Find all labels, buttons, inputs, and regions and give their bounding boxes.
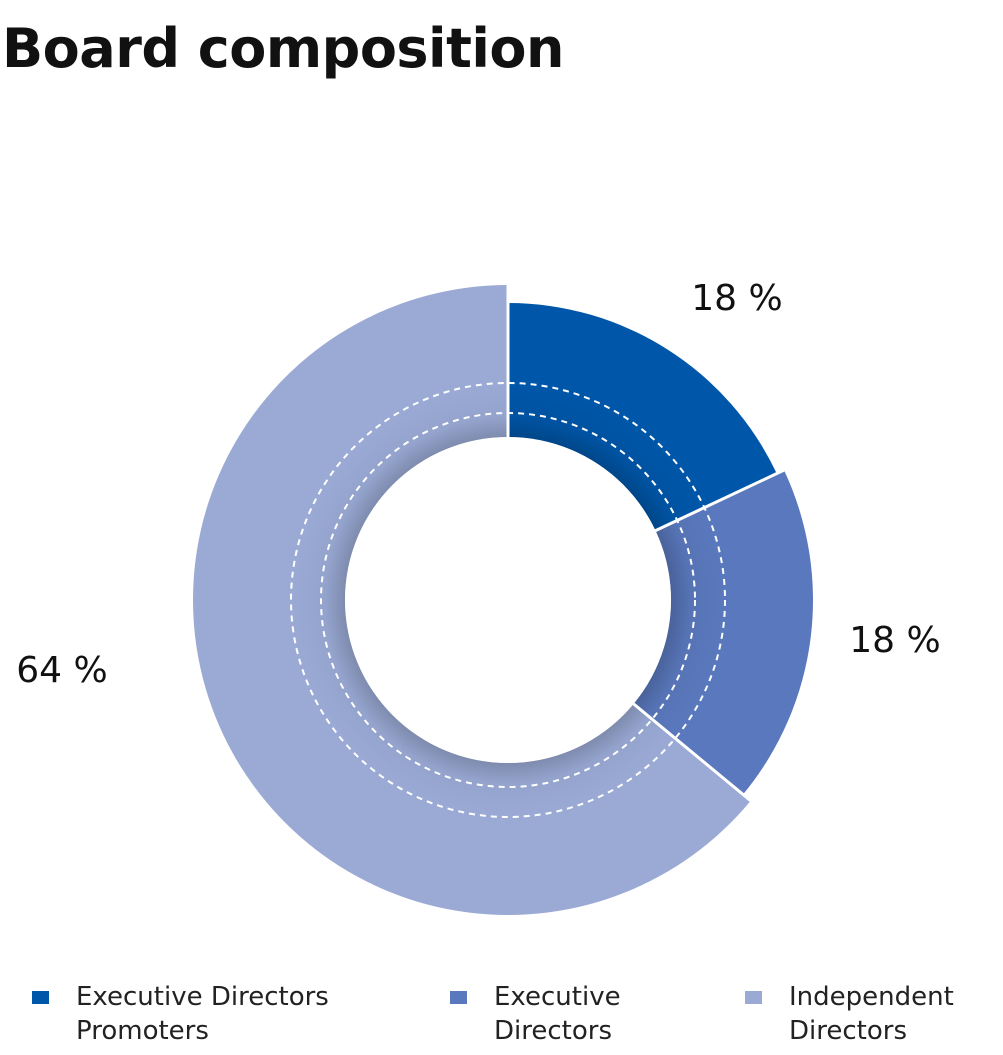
legend-item-independent-directors: Independent Directors xyxy=(745,980,954,1048)
legend-item-executive-directors-promoters: Executive Directors Promoters xyxy=(32,980,329,1048)
separator-independent-directors xyxy=(632,702,752,802)
value-labels: 18 % 18 % 64 % xyxy=(16,278,940,691)
slice-separators xyxy=(506,285,785,802)
value-label-executive-directors-promoters: 18 % xyxy=(691,278,782,319)
value-label-independent-directors: 64 % xyxy=(16,650,107,691)
legend-label: Independent Directors xyxy=(789,982,954,1046)
separator-executive-directors xyxy=(654,468,785,532)
legend-label: Executive Directors xyxy=(494,982,621,1046)
legend-swatch-independent-directors xyxy=(745,991,762,1004)
slice-executive-directors-promoters xyxy=(508,303,777,531)
legend-swatch-executive-directors-promoters xyxy=(32,991,49,1004)
value-label-executive-directors: 18 % xyxy=(849,620,940,661)
legend-label: Executive Directors Promoters xyxy=(76,982,329,1046)
donut-dashed-ring-outer xyxy=(290,382,726,818)
page-title: Board composition xyxy=(2,17,564,80)
donut-hole xyxy=(345,437,671,763)
legend-item-executive-directors: Executive Directors xyxy=(450,980,621,1048)
legend-swatch-executive-directors xyxy=(450,991,467,1004)
